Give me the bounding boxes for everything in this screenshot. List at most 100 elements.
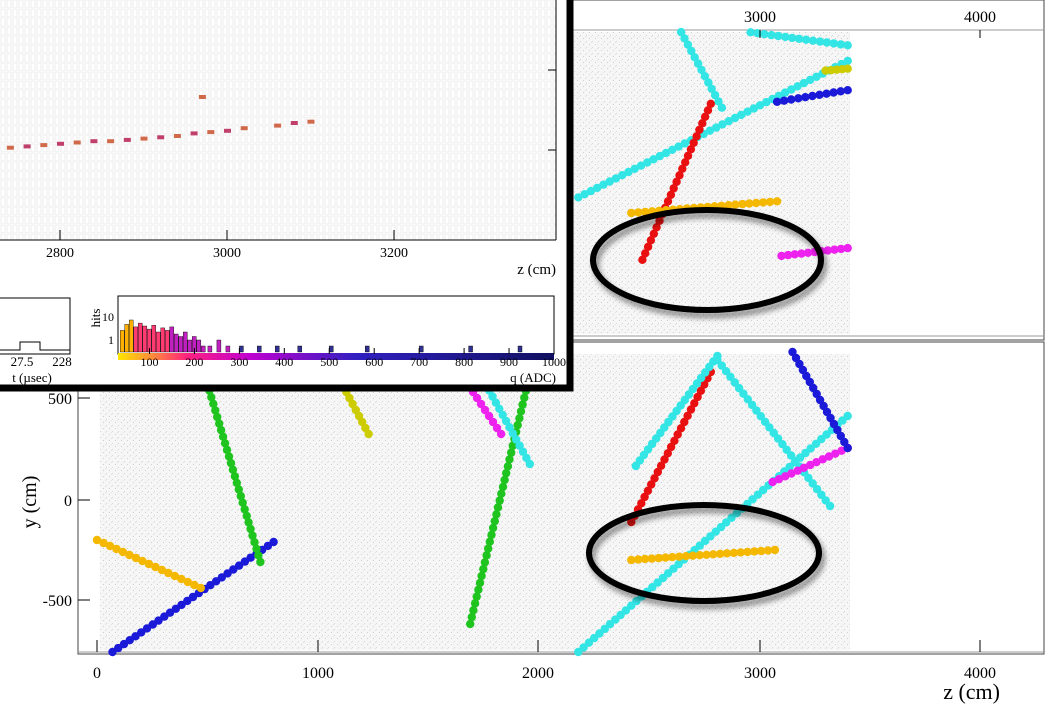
track-hit — [681, 552, 691, 561]
track-hit — [592, 183, 602, 193]
track-hit — [724, 117, 733, 126]
track-hit — [232, 478, 241, 488]
upper-track-6 — [821, 64, 852, 75]
track-hit — [513, 420, 522, 430]
track-hit — [683, 151, 693, 160]
track-hit — [793, 82, 802, 91]
track-hit — [726, 372, 735, 381]
track-hit — [627, 555, 636, 565]
inset-x-ticks: 2800 3000 3200 — [46, 69, 556, 261]
track-hit — [822, 38, 832, 47]
track-hit — [244, 518, 253, 527]
track-hit — [666, 190, 676, 199]
inset-hit — [198, 95, 206, 99]
track-hit — [687, 46, 696, 56]
track-hit — [190, 580, 199, 590]
track-hit — [772, 197, 782, 206]
track-hit — [500, 475, 509, 485]
track-hit — [515, 414, 524, 423]
track-hit — [218, 432, 228, 441]
track-hit — [746, 28, 755, 37]
inset-hit — [157, 135, 165, 140]
track-hit — [675, 552, 684, 561]
track-hit — [722, 549, 732, 558]
track-hit — [660, 455, 669, 464]
track-hit — [92, 535, 102, 545]
track-hit — [700, 112, 710, 122]
charge-hist-x-label: q (ADC) — [510, 370, 556, 385]
track-hit — [654, 553, 663, 563]
track-hit — [698, 119, 707, 128]
track-hit — [768, 477, 777, 487]
track-hit — [818, 455, 827, 464]
track-hit — [467, 612, 476, 622]
track-hit — [144, 559, 154, 569]
inset-x-axis-label: z (cm) — [517, 262, 556, 278]
track-hit — [783, 250, 793, 260]
track-hit — [479, 564, 488, 574]
track-hit — [669, 184, 678, 193]
x-tick-label: 4000 — [964, 665, 996, 682]
track-hit — [222, 445, 232, 455]
charge-bin — [297, 345, 302, 353]
track-hit — [707, 84, 716, 94]
track-hit — [680, 34, 689, 43]
track-hit — [836, 40, 845, 49]
track-hit — [686, 145, 696, 154]
charge-bin — [137, 322, 143, 353]
inset-x-tick-label: 2800 — [46, 246, 74, 261]
track-hit — [716, 549, 725, 558]
charge-tick-label: 600 — [365, 355, 383, 369]
track-4 — [627, 367, 715, 527]
track-hit — [702, 550, 711, 559]
track-hit — [466, 619, 475, 629]
track-hit — [808, 36, 818, 45]
track-hit — [492, 510, 501, 519]
track-hit — [693, 392, 702, 402]
inset-hits — [6, 95, 315, 150]
track-hit — [808, 479, 817, 488]
track-hit — [495, 496, 504, 505]
charge-bin — [468, 345, 473, 353]
track-hit — [586, 186, 596, 196]
track-hit — [780, 88, 790, 97]
track-hit — [676, 27, 686, 37]
track-9 — [627, 545, 780, 565]
track-hit — [364, 429, 373, 439]
track-hit — [254, 551, 263, 560]
track-hit — [760, 30, 769, 39]
track-hit — [236, 491, 245, 501]
x-axis-label: z (cm) — [943, 679, 1000, 704]
upper-track-3 — [638, 99, 715, 264]
track-hit — [673, 430, 682, 439]
track-hit — [757, 546, 766, 556]
track-hit — [99, 538, 108, 548]
y-ticks: 500 0 -500 — [43, 391, 90, 610]
inset-hit — [190, 131, 198, 136]
x-tick-label: 3000 — [744, 665, 776, 682]
track-hit — [743, 107, 752, 116]
track-hit — [801, 35, 811, 44]
time-histogram: 27.5 228 t (µsec) — [0, 297, 72, 385]
charge-bin — [200, 345, 206, 353]
track-hit — [695, 551, 704, 560]
track-hit — [700, 380, 709, 389]
track-hit — [525, 459, 534, 469]
track-hit — [647, 480, 656, 489]
track-hit — [787, 469, 796, 478]
track-hit — [690, 53, 699, 62]
track-hit — [487, 530, 496, 540]
track-hit — [843, 41, 852, 50]
track-hit — [477, 571, 486, 581]
track-hit — [794, 94, 803, 103]
track-8 — [768, 443, 852, 487]
track-hit — [762, 98, 771, 107]
track-hit — [213, 412, 222, 422]
track-hit — [611, 174, 621, 183]
track-hit — [743, 547, 752, 557]
track-hit — [690, 399, 699, 408]
charge-bin — [225, 345, 231, 353]
track-hit — [777, 251, 786, 261]
track-hit — [686, 405, 696, 414]
track-hit — [703, 106, 713, 115]
